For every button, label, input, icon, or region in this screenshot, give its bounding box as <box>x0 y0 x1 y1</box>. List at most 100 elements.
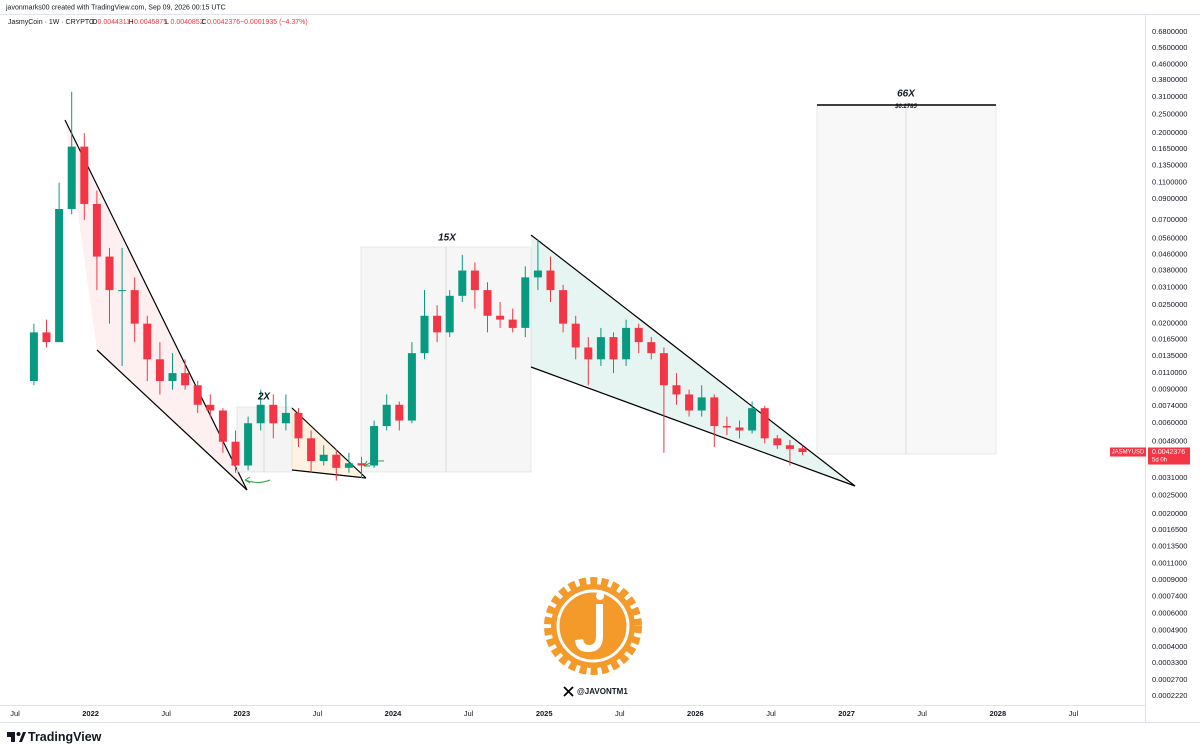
y-tick-label: 0.0007400 <box>1152 591 1187 600</box>
watermark-handle: @JAVONTM1 <box>577 687 628 696</box>
candle-body <box>407 353 416 421</box>
candle-body <box>370 426 379 466</box>
annotation: $0.2785 <box>894 104 917 110</box>
y-tick-label: 0.0013500 <box>1152 542 1187 551</box>
y-tick-label: 0.1100000 <box>1152 178 1187 187</box>
candle-body <box>130 290 139 324</box>
x-tick-label: Jul <box>313 709 323 718</box>
candle-body <box>521 277 530 328</box>
candle-body <box>584 347 593 360</box>
jasmy-logo <box>544 577 642 675</box>
logo-body <box>551 584 635 668</box>
y-tick-label: 0.0310000 <box>1152 282 1187 291</box>
y-tick-label: 0.0009000 <box>1152 575 1187 584</box>
logo-shape <box>16 732 21 736</box>
candle-body <box>470 270 479 291</box>
arrow <box>244 476 271 484</box>
logo-j <box>575 604 603 652</box>
logo-dot <box>596 592 604 600</box>
candle-body <box>67 146 76 209</box>
trendline <box>64 119 248 491</box>
y-tick-label: 0.0002220 <box>1152 691 1187 700</box>
y-tick-label: 0.0900000 <box>1152 194 1187 203</box>
candle-body <box>105 256 114 291</box>
trendline <box>530 366 856 487</box>
candle-body <box>420 315 429 354</box>
y-tick-label: 0.0016500 <box>1152 525 1187 534</box>
ohlc-value: 0.0044311 <box>98 19 131 26</box>
candle-body <box>496 315 505 320</box>
candle-body <box>181 373 190 386</box>
x-tick-label: 2023 <box>233 709 250 718</box>
y-tick-label: 0.0560000 <box>1152 233 1187 242</box>
candle-body <box>596 337 605 360</box>
creator-text: javonmarks00 created with TradingView.co… <box>5 4 226 11</box>
ohlc-value: 0.0040852 <box>171 19 204 26</box>
price-tag-symbol: JASMYUSD <box>1112 450 1145 456</box>
candle-body <box>697 397 706 411</box>
trendline <box>530 234 856 487</box>
y-tick-label: 0.0135000 <box>1152 351 1187 360</box>
price-tag-bg <box>1110 447 1146 457</box>
y-tick-label: 0.3800000 <box>1152 75 1187 84</box>
candle-body <box>332 454 341 468</box>
candle-body <box>168 373 177 381</box>
candle-body <box>395 404 404 421</box>
candle-body <box>269 404 278 424</box>
trendline <box>291 469 367 479</box>
candle-body <box>483 290 492 316</box>
candle-body <box>546 270 555 291</box>
change-value: −0.0001935 (−4.37%) <box>240 19 308 26</box>
ohlc-value: 0.0042376 <box>207 19 240 26</box>
candle-body <box>647 342 656 354</box>
candle-body <box>659 353 668 386</box>
candle-body <box>294 412 303 439</box>
ohlc-key: H <box>129 19 134 26</box>
x-tick-label: Jul <box>1069 709 1079 718</box>
y-tick-label: 0.0006000 <box>1152 609 1187 618</box>
x-tick-label: 2026 <box>687 709 704 718</box>
candle-body <box>773 438 782 446</box>
x-logo <box>563 686 574 697</box>
price-tag-bg <box>1148 447 1190 465</box>
candle-body <box>118 290 127 292</box>
x-tick-label: Jul <box>464 709 474 718</box>
candle-body <box>80 146 89 204</box>
candle-body <box>458 270 467 296</box>
candle-body <box>307 438 316 462</box>
y-tick-label: 0.0048000 <box>1152 437 1187 446</box>
annotation: 15X <box>438 233 457 244</box>
y-tick-label: 0.0011000 <box>1152 559 1187 568</box>
y-tick-label: 0.0460000 <box>1152 250 1187 259</box>
y-tick-label: 0.0020000 <box>1152 509 1187 518</box>
candle-body <box>508 319 517 328</box>
price-tag-countdown: 5d 0h <box>1152 458 1167 464</box>
footer-brand: TradingView <box>28 730 102 744</box>
y-tick-label: 0.4600000 <box>1152 59 1187 68</box>
y-tick-label: 0.0090000 <box>1152 385 1187 394</box>
y-tick-label: 0.0110000 <box>1152 368 1187 377</box>
y-tick-label: 0.0700000 <box>1152 215 1187 224</box>
x-tick-label: Jul <box>161 709 171 718</box>
candle-body <box>218 410 227 442</box>
candle-body <box>571 323 580 348</box>
y-tick-label: 0.0060000 <box>1152 418 1187 427</box>
y-tick-label: 0.2000000 <box>1152 128 1187 137</box>
candle-body <box>92 203 101 257</box>
candle-body <box>29 332 38 381</box>
y-tick-label: 0.0250000 <box>1152 300 1187 309</box>
trendline <box>96 349 248 491</box>
candle-body <box>357 463 366 466</box>
y-tick-label: 0.0031000 <box>1152 473 1187 482</box>
y-tick-label: 0.0165000 <box>1152 335 1187 344</box>
candle-body <box>319 454 328 462</box>
y-tick-label: 0.5600000 <box>1152 43 1187 52</box>
annotation: 66X <box>897 89 916 100</box>
y-tick-label: 0.0002700 <box>1152 675 1187 684</box>
x-tick-label: Jul <box>615 709 625 718</box>
x-tick-label: 2022 <box>82 709 99 718</box>
ohlc-key: O <box>92 19 98 26</box>
tradingview-logo <box>7 732 26 742</box>
candle-body <box>143 323 152 360</box>
